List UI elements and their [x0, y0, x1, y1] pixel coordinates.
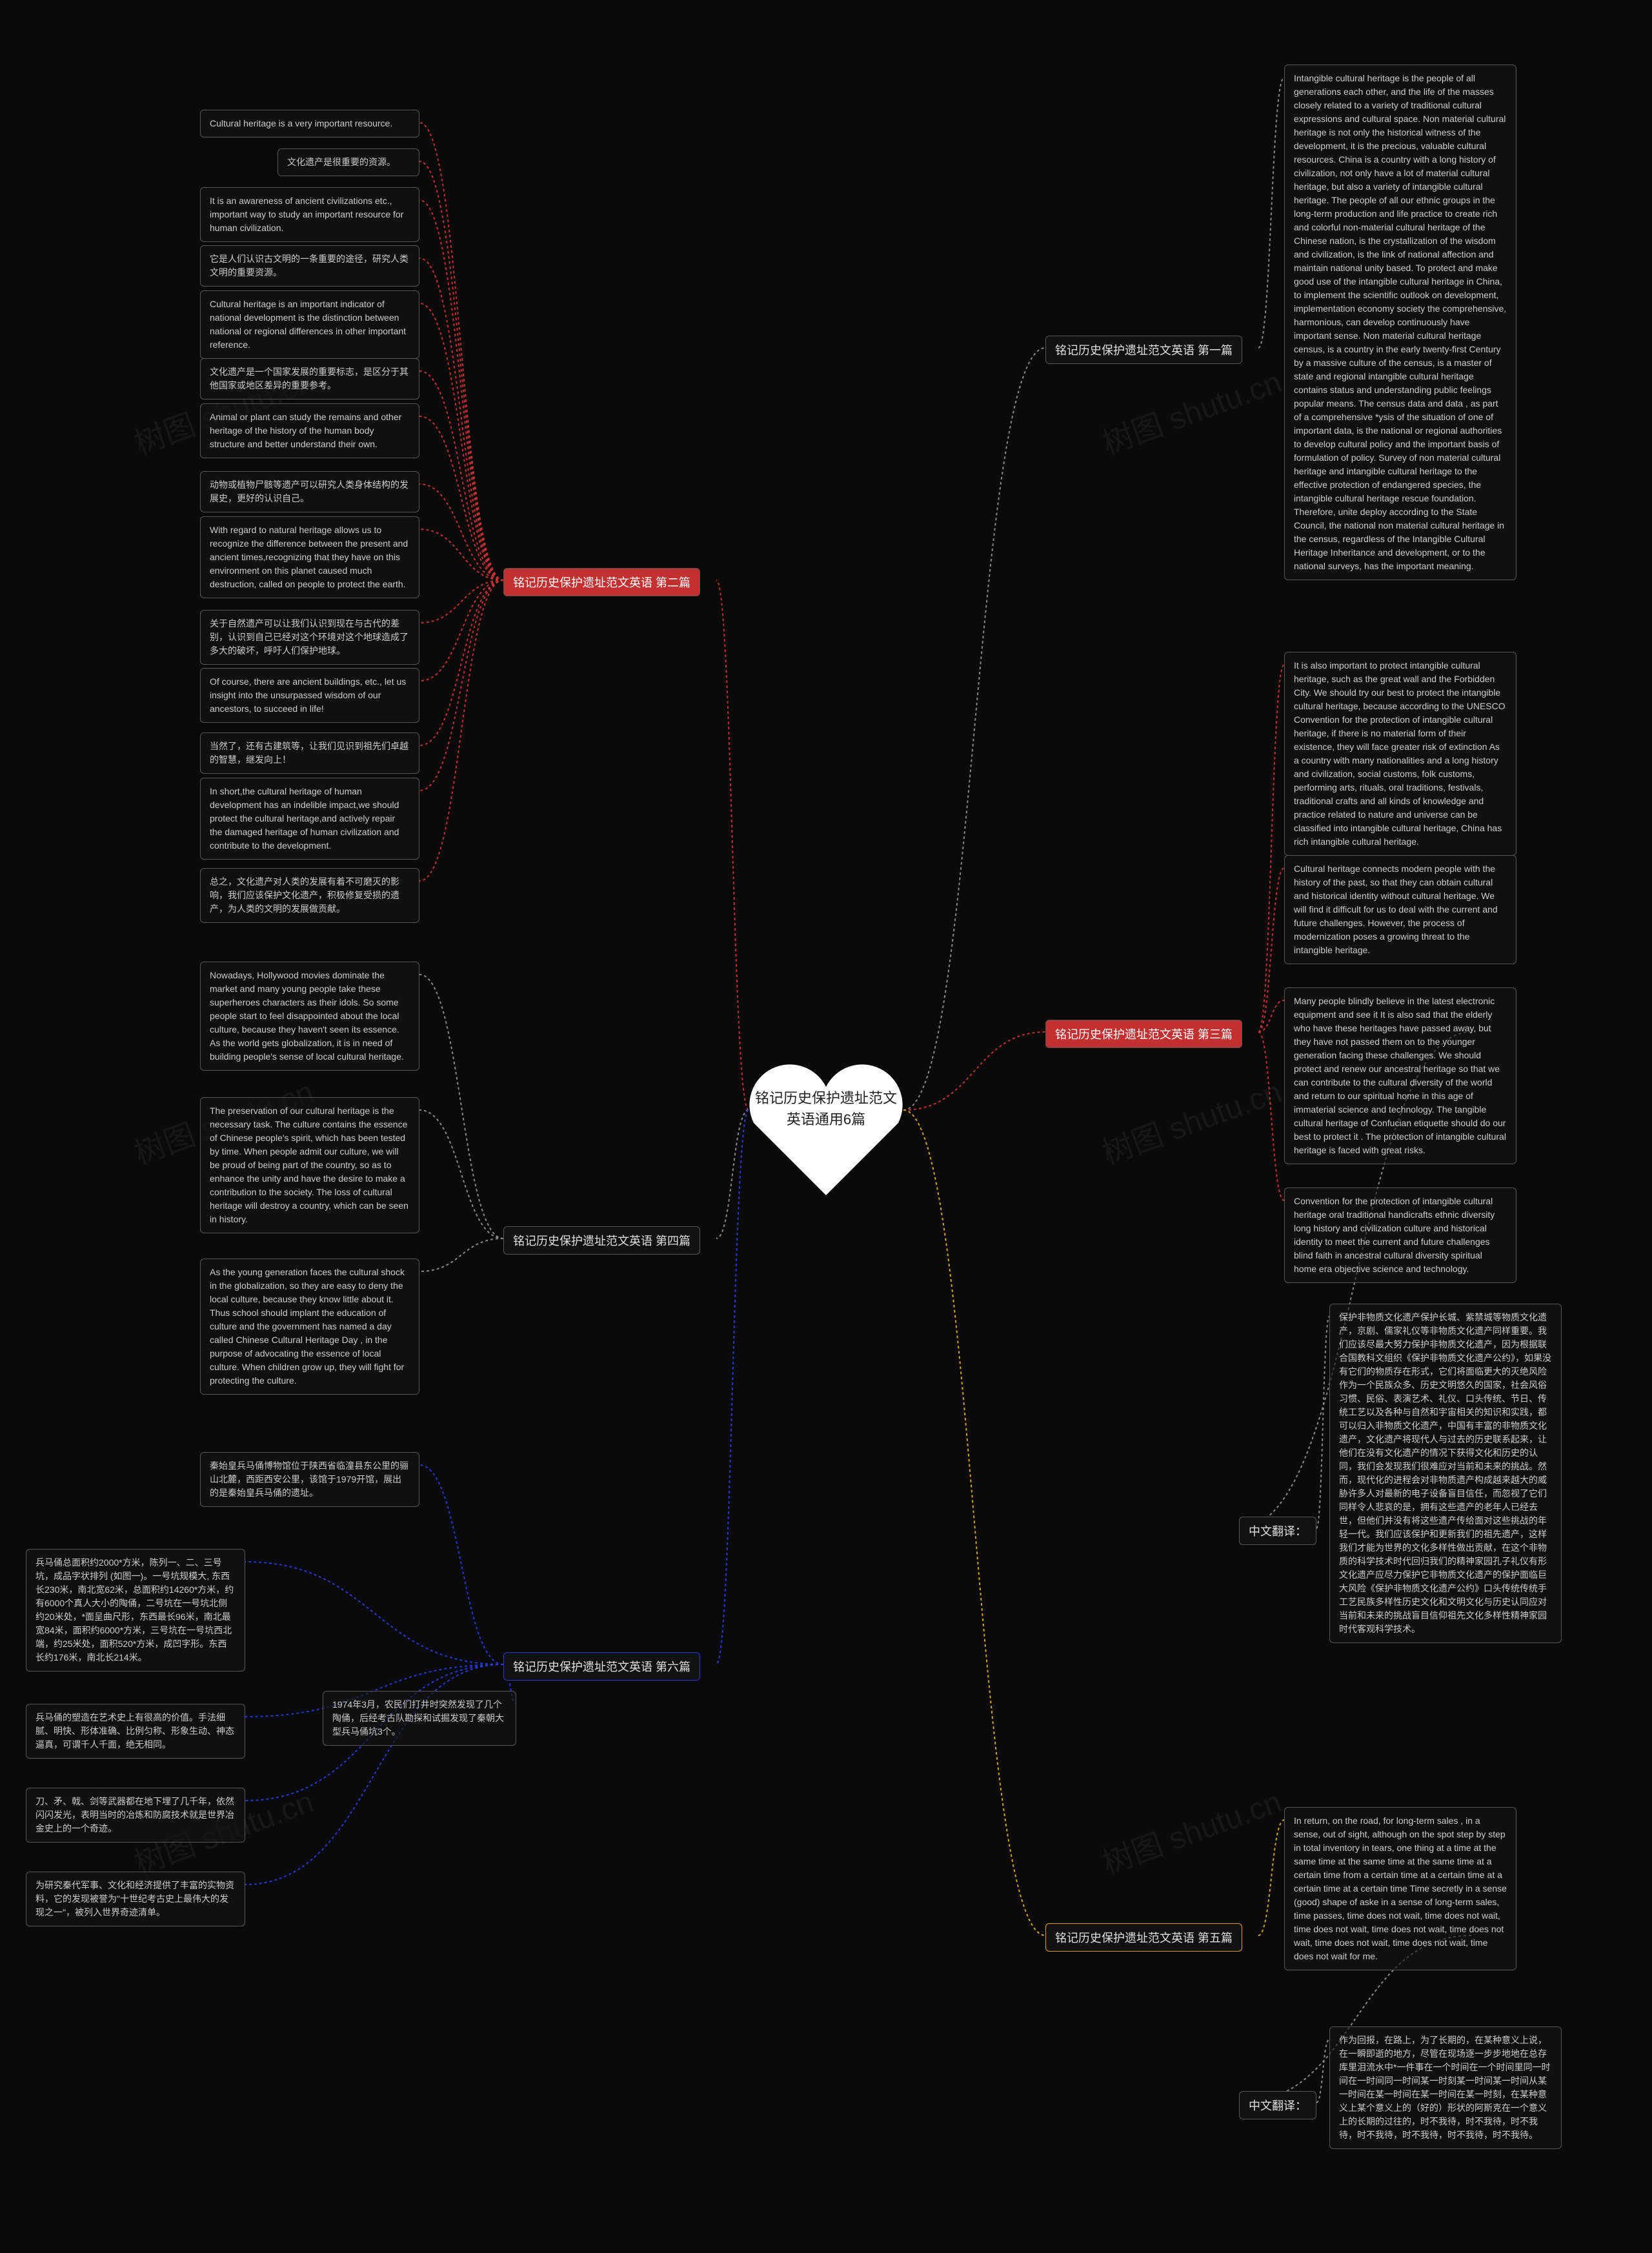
node: Of course, there are ancient buildings, …: [200, 668, 419, 723]
center-title: 铭记历史保护遗址范文英语通用6篇: [755, 1087, 897, 1130]
branch-b1: 铭记历史保护遗址范文英语 第一篇: [1045, 336, 1242, 364]
sublabel-s5cn: 中文翻译：: [1239, 2091, 1316, 2119]
node: The preservation of our cultural heritag…: [200, 1097, 419, 1233]
node: Nowadays, Hollywood movies dominate the …: [200, 962, 419, 1071]
node: 1974年3月，农民们打井时突然发现了几个陶俑，后经考古队勘探和试掘发现了秦朝大…: [323, 1691, 516, 1746]
branch-b2: 铭记历史保护遗址范文英语 第二篇: [503, 568, 700, 596]
node: 为研究秦代军事、文化和经济提供了丰富的实物资料，它的发现被誉为"十世纪考古史上最…: [26, 1872, 245, 1926]
branch-b3: 铭记历史保护遗址范文英语 第三篇: [1045, 1020, 1242, 1048]
node: 秦始皇兵马俑博物馆位于陕西省临潼县东公里的骊山北麓，西距西安公里，该馆于1979…: [200, 1452, 419, 1507]
node: Many people blindly believe in the lates…: [1284, 987, 1516, 1164]
sublabel-s3cn: 中文翻译：: [1239, 1517, 1316, 1545]
node: 兵马俑的塑造在艺术史上有很高的价值。手法细腻、明快、形体准确、比例匀称、形象生动…: [26, 1704, 245, 1759]
node: 文化遗产是一个国家发展的重要标志，是区分于其他国家或地区差异的重要参考。: [200, 358, 419, 399]
node: 刀、矛、戟、剑等武器都在地下埋了几千年，依然闪闪发光，表明当时的冶炼和防腐技术就…: [26, 1788, 245, 1843]
node: It is also important to protect intangib…: [1284, 652, 1516, 856]
node: 总之，文化遗产对人类的发展有着不可磨灭的影响，我们应该保护文化遗产，积极修复受损…: [200, 868, 419, 923]
watermark: 树图 shutu.cn: [1095, 1776, 1287, 1883]
watermark: 树图 shutu.cn: [1095, 1066, 1287, 1173]
node: Cultural heritage is an important indica…: [200, 290, 419, 359]
node: 当然了，还有古建筑等，让我们见识到祖先们卓越的智慧，继发向上！: [200, 732, 419, 774]
node: Animal or plant can study the remains an…: [200, 403, 419, 458]
node: 动物或植物尸骸等遗产可以研究人类身体结构的发展史，更好的认识自己。: [200, 471, 419, 512]
branch-b5: 铭记历史保护遗址范文英语 第五篇: [1045, 1923, 1242, 1952]
node: Cultural heritage connects modern people…: [1284, 855, 1516, 964]
node: As the young generation faces the cultur…: [200, 1258, 419, 1395]
node: Intangible cultural heritage is the peop…: [1284, 65, 1516, 580]
node: Convention for the protection of intangi…: [1284, 1187, 1516, 1283]
node: In short,the cultural heritage of human …: [200, 778, 419, 860]
branch-b6: 铭记历史保护遗址范文英语 第六篇: [503, 1652, 700, 1681]
node: 作为回报，在路上，为了长期的，在某种意义上说，在一瞬即逝的地方，尽管在现场逐一步…: [1329, 2026, 1562, 2149]
node: 它是人们认识古文明的一条重要的途径，研究人类文明的重要资源。: [200, 245, 419, 287]
node: 关于自然遗产可以让我们认识到现在与古代的差别，认识到自己已经对这个环境对这个地球…: [200, 610, 419, 665]
watermark: 树图 shutu.cn: [1095, 356, 1287, 463]
node: 兵马俑总面积约2000*方米，陈列一、二、三号坑，成品字状排列 (如图一)。一号…: [26, 1549, 245, 1672]
node: 保护非物质文化遗产保护长城、紫禁城等物质文化遗产，京剧、儒家礼仪等非物质文化遗产…: [1329, 1304, 1562, 1643]
node: In return, on the road, for long-term sa…: [1284, 1807, 1516, 1970]
branch-b4: 铭记历史保护遗址范文英语 第四篇: [503, 1226, 700, 1255]
node: It is an awareness of ancient civilizati…: [200, 187, 419, 242]
center-heart: 铭记历史保护遗址范文英语通用6篇: [736, 1033, 916, 1213]
node: Cultural heritage is a very important re…: [200, 110, 419, 137]
node: With regard to natural heritage allows u…: [200, 516, 419, 598]
node: 文化遗产是很重要的资源。: [277, 148, 419, 176]
